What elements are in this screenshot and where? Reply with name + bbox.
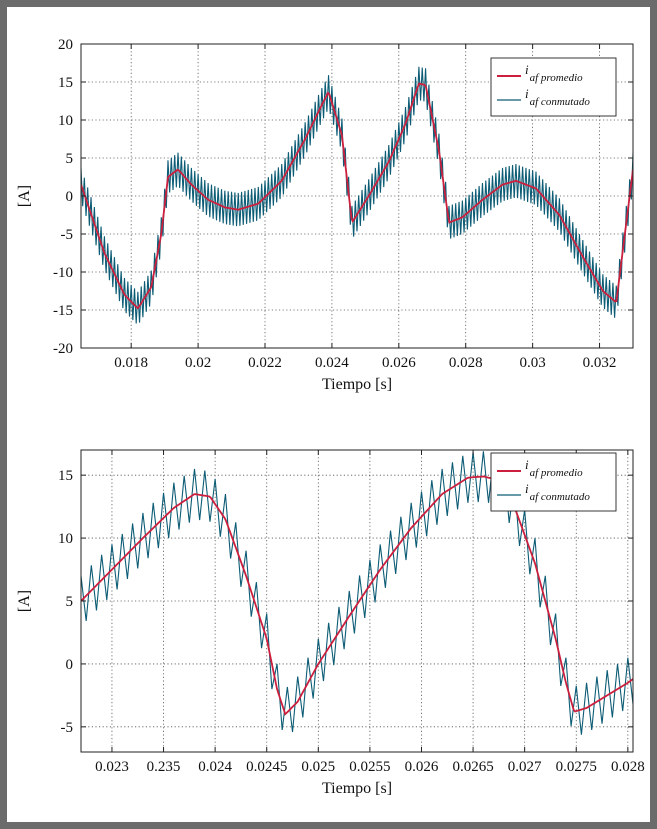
y-tick-label: 10 (58, 113, 73, 129)
x-tick-label: 0.025 (301, 759, 335, 775)
y-tick-label: 5 (66, 594, 74, 610)
x-tick-label: 0.023 (95, 759, 129, 775)
series-af-promedio (81, 475, 633, 716)
y-tick-label: 5 (66, 151, 74, 167)
x-tick-label: 0.0255 (349, 759, 390, 775)
y-tick-label: -20 (53, 341, 73, 357)
y-axis-label: [A] (16, 185, 33, 207)
x-axis-label: Tiempo [s] (322, 780, 392, 797)
series-af-promedio (81, 82, 633, 310)
legend-label: iaf promedio (525, 62, 583, 84)
x-axis-label: Tiempo [s] (322, 376, 392, 393)
series-af-conmutado (81, 66, 633, 324)
y-axis-label: [A] (16, 590, 33, 612)
x-tick-label: 0.018 (114, 355, 148, 371)
x-tick-label: 0.024 (198, 759, 232, 775)
x-tick-label: 0.0245 (246, 759, 287, 775)
x-tick-label: 0.0265 (452, 759, 493, 775)
x-tick-label: 0.024 (315, 355, 349, 371)
x-tick-label: 0.235 (147, 759, 181, 775)
legend-box (490, 57, 617, 117)
chart-1: 0.018 0.02 0.022 0.024 0.026 0.028 0.03 0.032 -2… (16, 37, 634, 393)
y-tick-label: 10 (58, 531, 73, 547)
legend-label: iaf conmutado (525, 86, 590, 108)
y-tick-label: 15 (58, 75, 73, 91)
y-tick-label: 0 (66, 189, 74, 205)
legend-label: iaf conmutado (525, 481, 590, 503)
y-tick-label: 20 (58, 37, 73, 53)
y-tick-label: -5 (61, 720, 74, 736)
legend-label: iaf promedio (525, 457, 583, 479)
plot-area (81, 66, 633, 324)
y-tick-label: -15 (53, 303, 73, 319)
x-tick-label: 0.032 (583, 355, 617, 371)
plot-area (81, 451, 633, 735)
y-tick-label: 0 (66, 657, 74, 673)
x-tick-label: 0.028 (449, 355, 483, 371)
y-tick-label: -5 (61, 227, 74, 243)
x-tick-label: 0.03 (520, 355, 546, 371)
x-tick-label: 0.028 (611, 759, 645, 775)
figure-svg: 0.018 0.02 0.022 0.024 0.026 0.028 0.03 0.032 -2… (16, 37, 645, 797)
y-tick-label: 15 (58, 468, 73, 484)
chart-2: 0.023 0.235 0.024 0.0245 0.025 0.0255 0.026 0.0… (16, 449, 645, 797)
x-tick-label: 0.027 (508, 759, 542, 775)
x-tick-label: 0.026 (382, 355, 416, 371)
x-tick-label: 0.02 (185, 355, 211, 371)
y-tick-label: -10 (53, 265, 73, 281)
x-tick-label: 0.026 (405, 759, 439, 775)
legend-box (490, 452, 617, 512)
x-tick-label: 0.0275 (556, 759, 597, 775)
x-tick-label: 0.022 (248, 355, 282, 371)
